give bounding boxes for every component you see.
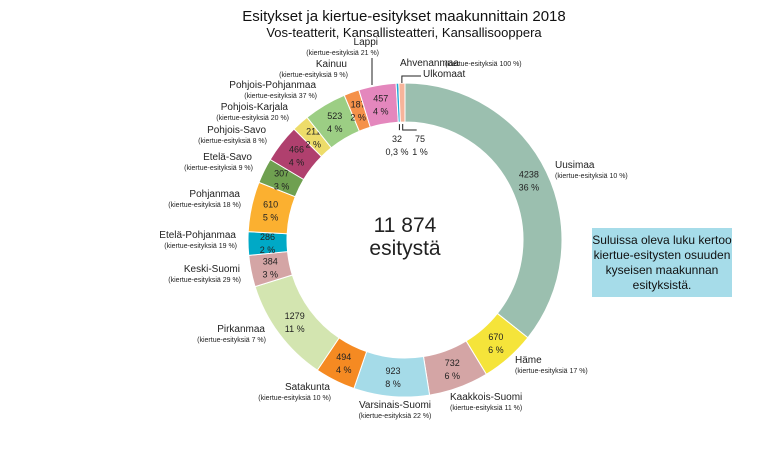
percent-label: 4 % [336,365,352,375]
percent-label: 0,3 % [385,147,408,157]
tour-share-label: (kiertue-esityksiä 8 %) [198,138,267,145]
percent-label: 2 % [350,113,366,123]
note-box: Suluissa oleva luku kertoo kiertue-esity… [592,228,732,297]
value-label: 466 [289,145,304,155]
region-name: Pirkanmaa [217,324,265,335]
region-name: Lappi [354,37,378,48]
percent-label: 4 % [327,124,343,134]
total-value: 11 874 [374,214,437,237]
value-label: 610 [263,200,278,210]
tour-share-label: (kiertue-esityksiä 10 %) [258,395,331,402]
chart-subtitle: Vos-teatterit, Kansallisteatteri, Kansal… [266,25,542,40]
tour-share-label: (kiertue-esityksiä 100 %) [445,61,522,68]
tour-share-label: (kiertue-esityksiä 18 %) [168,202,241,209]
tour-share-label: (kiertue-esityksiä 9 %) [184,165,253,172]
percent-label: 5 % [263,213,279,223]
region-name: Pohjois-Karjala [221,102,289,113]
percent-label: 36 % [519,182,540,192]
leader-line [402,124,417,131]
region-name: Pohjanmaa [189,189,240,200]
tour-share-label: (kiertue-esityksiä 17 %) [515,368,588,375]
value-label: 4238 [519,169,539,179]
percent-label: 8 % [385,379,401,389]
region-name: Pohjois-Savo [207,125,266,136]
slice-ulkomaat [398,82,406,123]
tour-share-label: (kiertue-esityksiä 9 %) [279,72,348,79]
value-label: 523 [327,111,342,121]
region-name: Uusimaa [555,160,595,171]
tour-share-label: (kiertue-esityksiä 22 %) [359,413,432,420]
slice-pirkanmaa [254,274,340,371]
region-name: Satakunta [285,382,330,393]
percent-label: 11 % [285,324,305,334]
value-label: 384 [263,256,278,266]
slice-uusimaa [404,82,563,339]
value-label: 732 [445,358,460,368]
tour-share-label: (kiertue-esityksiä 19 %) [164,243,237,250]
percent-label: 4 % [373,107,389,117]
region-name: Etelä-Pohjanmaa [159,230,236,241]
tour-share-label: (kiertue-esityksiä 29 %) [168,277,241,284]
percent-label: 3 % [262,269,278,279]
tour-share-label: (kiertue-esityksiä 37 %) [244,93,317,100]
percent-label: 2 % [306,140,322,150]
tour-share-label: (kiertue-esityksiä 11 %) [450,405,522,412]
tour-share-label: (kiertue-esityksiä 21 %) [306,50,379,57]
value-label: 457 [373,94,388,104]
value-label: 286 [260,232,275,242]
value-label: 670 [488,332,503,342]
tour-share-label: (kiertue-esityksiä 7 %) [197,337,266,344]
value-label: 494 [336,352,351,362]
region-name: Ulkomaat [423,69,465,80]
value-label: 307 [274,168,289,178]
tour-share-label: (kiertue-esityksiä 20 %) [216,115,289,122]
percent-label: 3 % [274,181,290,191]
value-label: 75 [415,134,425,144]
region-name: Pohjois-Pohjanmaa [229,80,316,91]
total-label: esitystä [369,237,441,260]
region-name: Keski-Suomi [184,264,240,275]
region-name: Kainuu [316,59,347,70]
value-label: 32 [392,134,402,144]
value-label: 187 [351,100,366,110]
tour-share-label: (kiertue-esityksiä 10 %) [555,173,628,180]
region-name: Häme [515,355,542,366]
percent-label: 1 % [412,147,428,157]
region-name: Etelä-Savo [203,152,252,163]
region-name: Ahvenanmaa [400,58,459,69]
value-label: 211 [306,127,320,137]
percent-label: 6 % [444,371,460,381]
percent-label: 2 % [260,245,276,255]
region-name: Kaakkois-Suomi [450,392,522,403]
value-label: 923 [386,366,401,376]
note-text: Suluissa oleva luku kertoo kiertue-esity… [592,232,732,292]
leader-line [401,75,421,84]
region-name: Varsinais-Suomi [359,400,431,411]
chart-title: Esitykset ja kiertue-esitykset maakunnit… [242,8,566,25]
value-label: 1279 [285,311,305,321]
percent-label: 6 % [488,345,504,355]
percent-label: 4 % [289,158,305,168]
